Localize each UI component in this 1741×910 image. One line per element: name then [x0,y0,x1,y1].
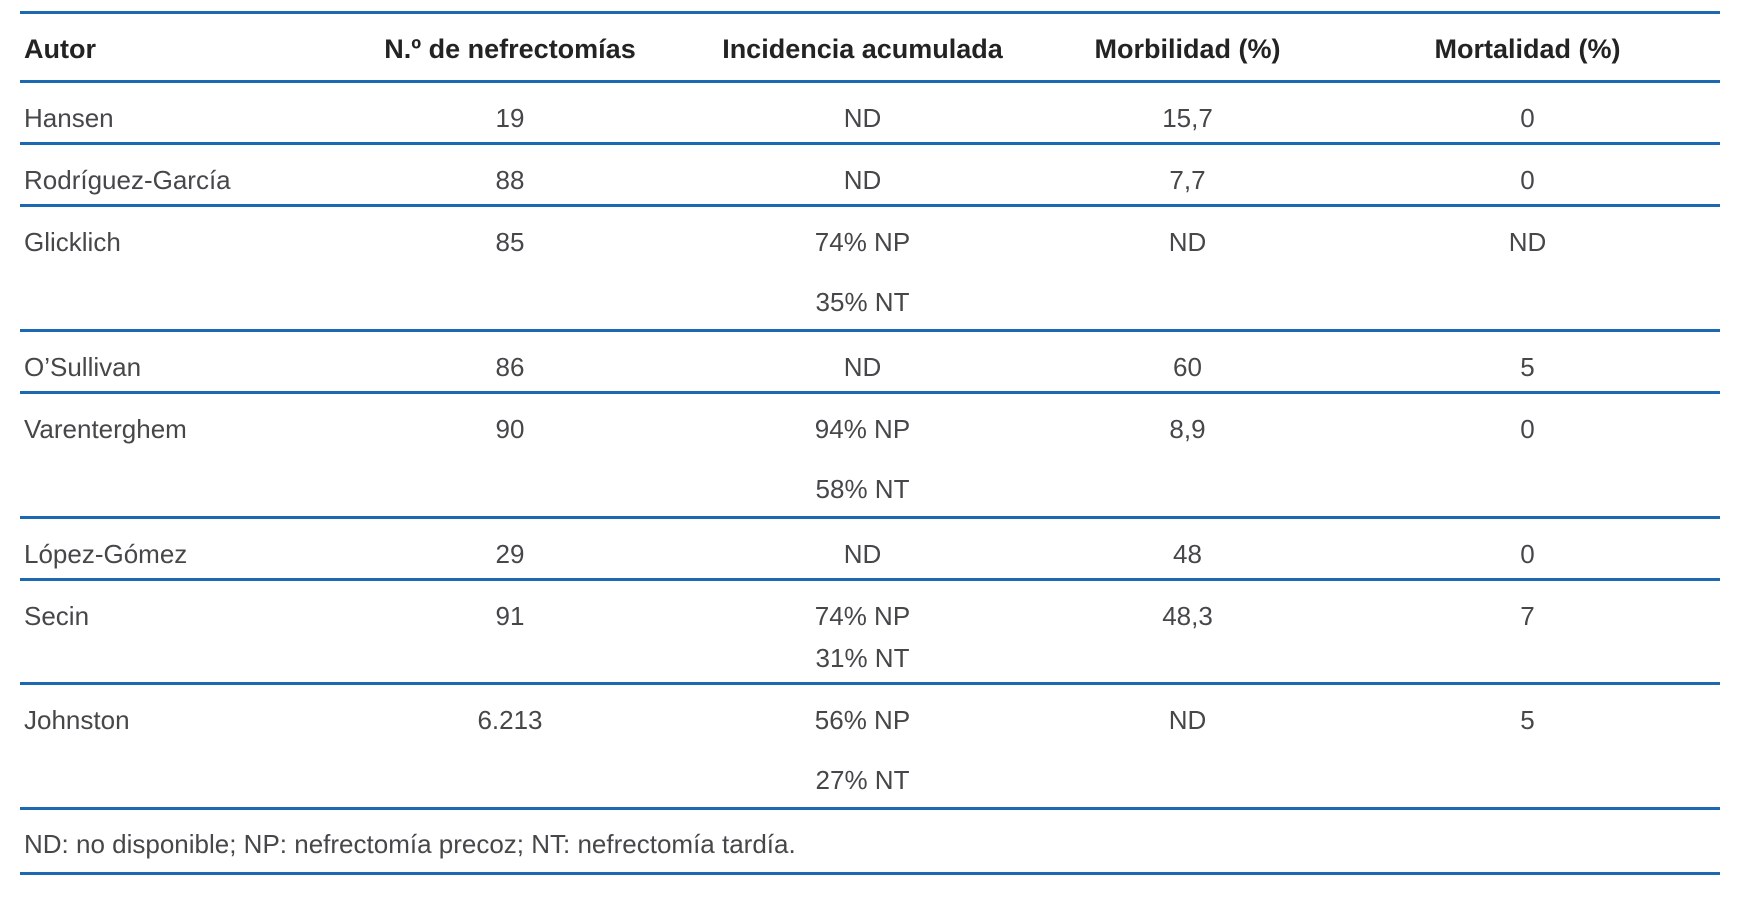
cell-morbilidad: ND [1168,227,1207,257]
cell-autor: Rodríguez-García [24,165,231,195]
table-footnote: ND: no disponible; NP: nefrectomía preco… [20,810,1720,875]
cell-mortalidad: 5 [1520,705,1535,735]
cell-nefrectomias: 29 [495,539,525,569]
cell-morbilidad: 48,3 [1162,601,1213,631]
table-row: Varenterghem 90 94% NP 58% NT 8,9 0 [20,394,1720,519]
cell-nefrectomias: 85 [495,227,525,257]
cell-morbilidad: 48 [1173,539,1202,569]
cell-morbilidad: 15,7 [1162,103,1213,133]
cell-incidencia: ND [843,352,882,382]
table-row: O’Sullivan 86 ND 60 5 [20,332,1720,394]
cell-morbilidad: ND [1168,705,1207,735]
column-header-mortalidad: Mortalidad (%) [1434,34,1621,64]
cell-autor: Johnston [24,705,130,735]
cell-incidencia: 74% NP 31% NT [814,601,911,673]
cell-nefrectomias: 6.213 [477,705,543,735]
cell-incidencia: ND [843,539,882,569]
cell-mortalidad: 0 [1520,103,1535,133]
cell-incidencia: ND [843,103,882,133]
table-row: Rodríguez-García 88 ND 7,7 0 [20,145,1720,207]
table-row: Secin 91 74% NP 31% NT 48,3 7 [20,581,1720,685]
table-header-row: Autor N.º de nefrectomías Incidencia acu… [20,14,1720,83]
cell-morbilidad: 8,9 [1169,414,1206,444]
table-row: Hansen 19 ND 15,7 0 [20,83,1720,145]
cell-autor: Varenterghem [24,414,187,444]
cell-mortalidad: ND [1508,227,1547,257]
cell-incidencia: 74% NP 35% NT [814,227,911,317]
cell-nefrectomias: 91 [495,601,525,631]
cell-mortalidad: 5 [1520,352,1535,382]
cell-nefrectomias: 86 [495,352,525,382]
table-row: Glicklich 85 74% NP 35% NT ND ND [20,207,1720,332]
cell-nefrectomias: 19 [495,103,525,133]
table-row: Johnston 6.213 56% NP 27% NT ND 5 [20,685,1720,810]
cell-incidencia: 56% NP 27% NT [814,705,911,795]
column-header-morbilidad: Morbilidad (%) [1094,34,1281,64]
cell-autor: López-Gómez [24,539,188,569]
cell-autor: Glicklich [24,227,121,257]
column-header-incidencia: Incidencia acumulada [722,34,1003,64]
complications-table: Autor N.º de nefrectomías Incidencia acu… [20,11,1720,875]
cell-autor: Hansen [24,103,114,133]
cell-morbilidad: 60 [1173,352,1202,382]
column-header-autor: Autor [24,34,96,64]
cell-incidencia: 94% NP 58% NT [814,414,911,504]
cell-mortalidad: 0 [1520,165,1535,195]
cell-nefrectomias: 88 [495,165,525,195]
table-row: López-Gómez 29 ND 48 0 [20,519,1720,581]
cell-incidencia: ND [843,165,882,195]
cell-nefrectomias: 90 [495,414,525,444]
cell-mortalidad: 0 [1520,539,1535,569]
cell-autor: Secin [24,601,90,631]
cell-mortalidad: 7 [1520,601,1535,631]
cell-morbilidad: 7,7 [1169,165,1206,195]
cell-autor: O’Sullivan [24,352,142,382]
cell-mortalidad: 0 [1520,414,1535,444]
column-header-nefrectomias: N.º de nefrectomías [384,34,636,64]
